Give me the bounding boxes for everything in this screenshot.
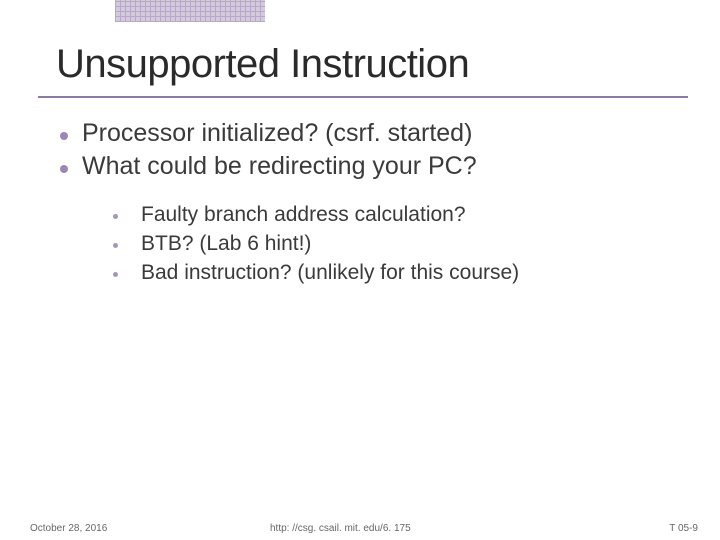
footer-slide-number: T 05-9: [669, 523, 698, 534]
footer-url: http: //csg. csail. mit. edu/6. 175: [270, 523, 411, 534]
bullet-level1: [60, 165, 68, 173]
top-accent-pattern: [115, 0, 265, 22]
bullet-text-level2: Bad instruction? (unlikely for this cour…: [141, 261, 519, 285]
bullet-text-level1: What could be redirecting your PC?: [82, 152, 477, 181]
slide-title: Unsupported Instruction: [56, 42, 469, 87]
footer-date: October 28, 2016: [30, 523, 107, 534]
bullet-text-level2: Faulty branch address calculation?: [141, 203, 466, 227]
bullet-text-level2: BTB? (Lab 6 hint!): [141, 232, 311, 256]
bullet-level2: [113, 214, 118, 219]
bullet-level2: [113, 243, 118, 248]
bullet-level1: [60, 132, 68, 140]
bullet-level2: [113, 272, 118, 277]
bullet-text-level1: Processor initialized? (csrf. started): [82, 119, 472, 148]
title-underline: [38, 96, 688, 98]
